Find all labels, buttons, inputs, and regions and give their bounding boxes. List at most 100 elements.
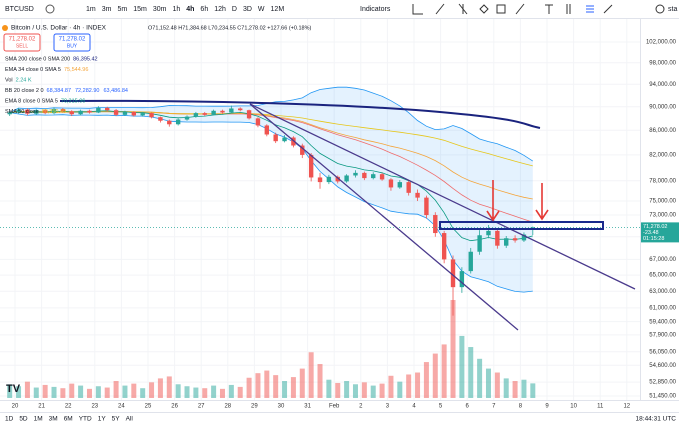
range-button[interactable]: All	[126, 416, 134, 423]
candle-body	[282, 137, 287, 142]
range-button[interactable]: 6M	[64, 416, 73, 423]
indicators-button[interactable]: Indicators	[360, 6, 391, 13]
volume-bar	[299, 368, 305, 398]
interval[interactable]: 12h	[214, 6, 226, 13]
arrow	[486, 180, 500, 222]
candle-body	[362, 172, 367, 179]
tool[interactable]	[603, 4, 613, 14]
candle-body	[344, 175, 349, 182]
volume-bar	[69, 383, 75, 398]
volume-bar	[149, 382, 155, 398]
symbol[interactable]: BTCUSD	[5, 6, 34, 13]
interval[interactable]: 15m	[133, 6, 147, 13]
volume-bar	[237, 386, 243, 398]
interval[interactable]: 5m	[117, 6, 127, 13]
range-button[interactable]: 1Y	[98, 416, 107, 423]
volume-bar	[51, 386, 57, 398]
tool[interactable]	[496, 4, 506, 14]
sell-button[interactable]	[3, 33, 41, 52]
time-tick-label: 8	[519, 404, 523, 410]
volume-bar	[33, 387, 39, 398]
interval[interactable]: 1m	[86, 6, 96, 13]
clock: 18:44:31 UTC	[636, 416, 677, 423]
volume-bar	[361, 382, 367, 398]
buy-button[interactable]	[53, 33, 91, 52]
range-button[interactable]: YTD	[79, 416, 92, 423]
volume-bar	[477, 358, 483, 398]
tool[interactable]	[435, 3, 445, 15]
time-tick-label: 29	[251, 404, 258, 410]
volume-bar	[86, 388, 92, 398]
candle-body	[335, 176, 340, 182]
sell-price: 71,278.02	[9, 37, 36, 43]
volume-bar	[521, 379, 527, 398]
candle-body	[459, 271, 465, 288]
interval[interactable]: 1h	[172, 6, 180, 13]
candle-body	[34, 110, 39, 114]
interval[interactable]: 3D	[243, 6, 252, 13]
volume-bar	[16, 386, 22, 398]
time-tick-label: 7	[492, 404, 496, 410]
time-tick-label: 11	[597, 404, 604, 410]
tool[interactable]	[515, 3, 525, 15]
volume-bar	[246, 377, 252, 398]
volume-bar	[459, 335, 465, 398]
range-button[interactable]: 3M	[49, 416, 58, 423]
interval[interactable]: D	[232, 6, 237, 13]
candle-body	[7, 112, 12, 115]
interval[interactable]: 12M	[271, 6, 285, 13]
candle-body	[326, 176, 332, 183]
candle-body	[433, 215, 438, 234]
range-button[interactable]: 1D	[5, 416, 14, 423]
tool[interactable]	[545, 4, 553, 14]
settings[interactable]	[655, 4, 665, 14]
candle-body	[308, 154, 314, 178]
legend-title: Bitcoin / U.S. Dollar · 4h · INDEX	[11, 25, 107, 32]
tool[interactable]	[412, 4, 423, 15]
time-tick-label: 21	[38, 404, 45, 410]
range-button[interactable]: 5Y	[112, 416, 121, 423]
interval[interactable]: 30m	[153, 6, 167, 13]
buy-label: BUY	[67, 43, 78, 49]
tool[interactable]	[566, 4, 571, 14]
price-tick-label: 57,900.00	[649, 332, 676, 338]
volume-bar	[78, 385, 84, 398]
tool[interactable]	[479, 4, 489, 14]
tool[interactable]	[458, 3, 468, 15]
time-tick-label: 5	[439, 404, 443, 410]
time-tick-label: 27	[198, 404, 205, 410]
volume-bar	[24, 381, 30, 398]
bar-countdown: 01:15:28	[643, 236, 664, 242]
tool[interactable]	[586, 5, 594, 13]
range-button[interactable]: 5D	[19, 416, 28, 423]
candle-body	[397, 182, 403, 188]
study-name: SMA 200 close 0 SMA 200	[5, 56, 70, 62]
interval[interactable]: 6h	[200, 6, 208, 13]
price-tick-label: 56,050.00	[649, 349, 676, 355]
volume-bar	[193, 387, 199, 398]
candle-body	[96, 107, 101, 113]
interval[interactable]: 3m	[102, 6, 112, 13]
interval[interactable]: 4h	[186, 6, 194, 13]
price-tick-label: 75,000.00	[649, 199, 676, 205]
time-tick-label: 10	[570, 404, 577, 410]
range-button[interactable]: 1M	[34, 416, 43, 423]
volume-bar	[468, 347, 474, 398]
price-tick-label: 82,000.00	[649, 152, 676, 158]
interval[interactable]: W	[258, 6, 265, 13]
candle-body	[78, 110, 83, 115]
candle-body	[441, 233, 447, 260]
candle-body	[300, 145, 305, 155]
study-value: 68,384.87	[47, 88, 71, 94]
volume-bar	[282, 381, 288, 398]
time-tick-label: 28	[224, 404, 231, 410]
price-tick-label: 63,000.00	[649, 289, 676, 295]
volume-bar	[42, 384, 48, 398]
candle-body	[211, 110, 216, 115]
candle-body	[51, 109, 57, 114]
candle-body	[521, 234, 527, 241]
price-tick-label: 65,000.00	[649, 273, 676, 279]
price-tick-label: 59,400.00	[649, 319, 676, 325]
add-symbol[interactable]	[45, 4, 55, 14]
volume-bar	[202, 388, 208, 398]
